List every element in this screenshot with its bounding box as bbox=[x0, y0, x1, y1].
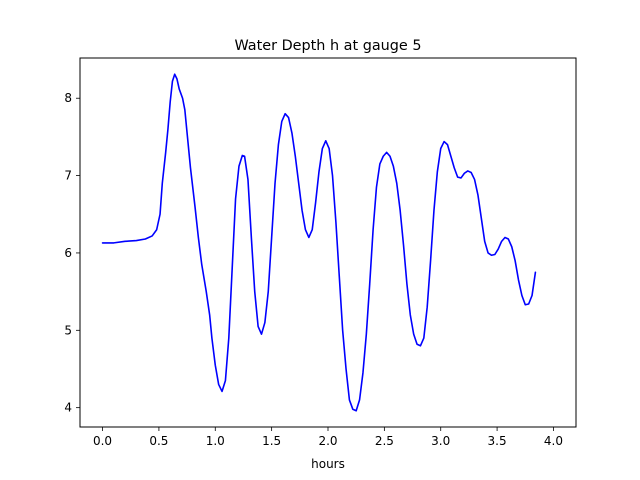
x-tick-label: 0.0 bbox=[93, 434, 112, 448]
x-tick-label: 4.0 bbox=[544, 434, 563, 448]
y-tick-label: 5 bbox=[64, 323, 72, 337]
y-tick-label: 7 bbox=[64, 169, 72, 183]
x-axis-label: hours bbox=[311, 457, 345, 471]
x-tick-label: 1.5 bbox=[262, 434, 281, 448]
x-tick-label: 1.0 bbox=[206, 434, 225, 448]
series-layer bbox=[101, 73, 537, 412]
x-axis-ticks: 0.0 0.5 1.0 1.5 2.0 2.5 3.0 3.5 4.0 bbox=[93, 427, 563, 448]
y-tick-label: 8 bbox=[64, 91, 72, 105]
x-tick-label: 2.0 bbox=[318, 434, 337, 448]
x-tick-label: 2.5 bbox=[375, 434, 394, 448]
x-tick-label: 3.5 bbox=[488, 434, 507, 448]
x-tick-label: 3.0 bbox=[431, 434, 450, 448]
y-tick-label: 4 bbox=[64, 401, 72, 415]
y-axis-ticks: 4 5 6 7 8 bbox=[64, 91, 80, 415]
y-tick-label: 6 bbox=[64, 246, 72, 260]
x-tick-label: 0.5 bbox=[149, 434, 168, 448]
series-line-0 bbox=[101, 73, 537, 412]
chart-title: Water Depth h at gauge 5 bbox=[234, 38, 421, 54]
